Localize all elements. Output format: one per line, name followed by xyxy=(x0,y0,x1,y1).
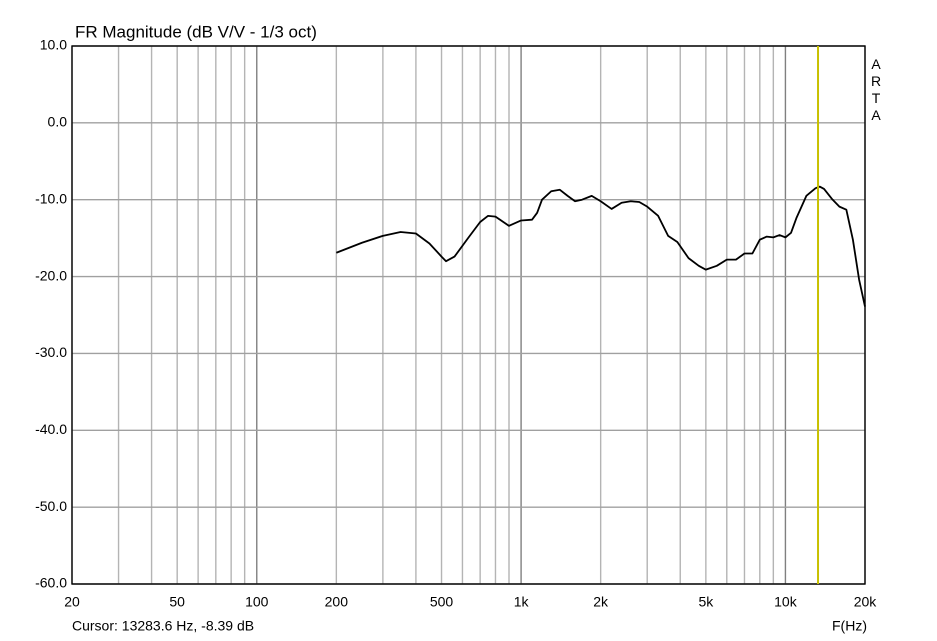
y-tick-label: -60.0 xyxy=(35,575,67,591)
x-tick-label: 5k xyxy=(698,594,714,610)
chart-title: FR Magnitude (dB V/V - 1/3 oct) xyxy=(75,22,317,41)
x-tick-label: 200 xyxy=(325,594,349,610)
y-tick-label: 10.0 xyxy=(40,37,67,53)
y-tick-label: -10.0 xyxy=(35,190,67,206)
cursor-readout: Cursor: 13283.6 Hz, -8.39 dB xyxy=(72,618,254,634)
y-tick-label: 0.0 xyxy=(48,114,68,130)
x-tick-label: 20k xyxy=(854,594,878,610)
x-tick-label: 50 xyxy=(169,594,185,610)
x-tick-label: 10k xyxy=(774,594,798,610)
x-tick-label: 2k xyxy=(593,594,609,610)
side-label: ARTA xyxy=(868,56,884,124)
plot-frame xyxy=(71,45,866,585)
x-tick-label: 500 xyxy=(430,594,454,610)
x-tick-label: 1k xyxy=(514,594,530,610)
y-tick-label: -20.0 xyxy=(35,267,67,283)
response-curve xyxy=(336,185,866,307)
y-tick-label: -40.0 xyxy=(35,421,67,437)
y-tick-label: -50.0 xyxy=(35,498,67,514)
x-tick-label: 100 xyxy=(245,594,269,610)
x-tick-label: 20 xyxy=(64,594,80,610)
x-axis-label: F(Hz) xyxy=(832,618,867,634)
y-tick-label: -30.0 xyxy=(35,344,67,360)
